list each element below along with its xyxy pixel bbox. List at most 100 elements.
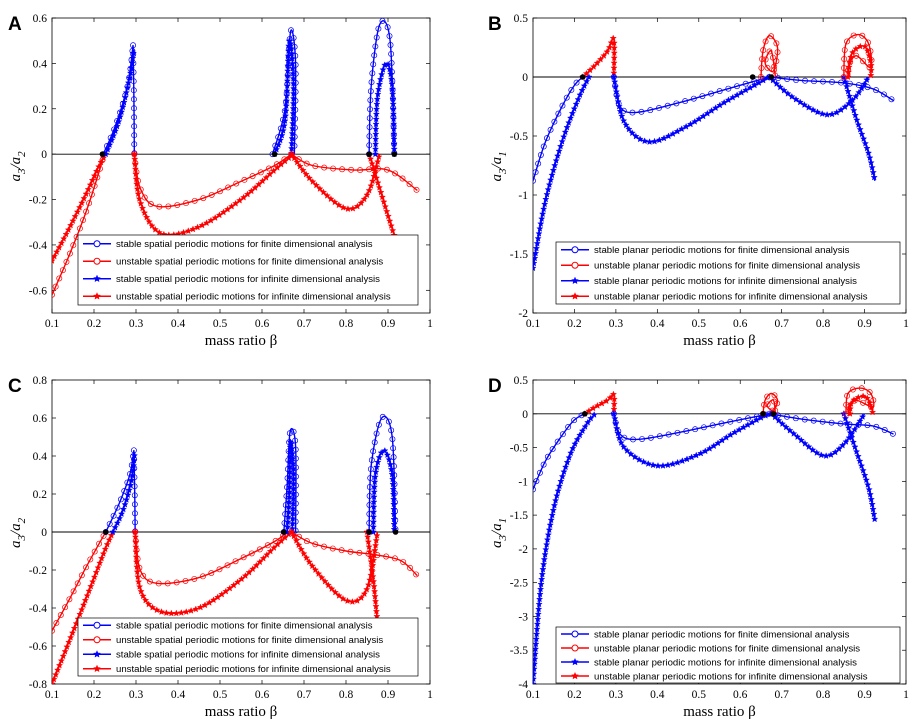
- chart-c-series-marker: [388, 427, 395, 434]
- chart-a-series-marker: [288, 59, 297, 67]
- chart-d-series-1: [533, 411, 598, 684]
- chart-d-series-marker: [864, 481, 872, 488]
- chart-a-series-marker: [83, 208, 90, 215]
- chart-c-legend-entry: stable spatial periodic motions for infi…: [83, 650, 380, 661]
- chart-a-series-marker: [283, 92, 291, 99]
- chart-a-xtick-label: 0.4: [171, 318, 186, 330]
- chart-c-series-marker: [134, 573, 142, 580]
- chart-b-series-marker: [610, 59, 618, 67]
- chart-b-series-marker: [585, 73, 593, 81]
- chart-c-series-marker: [373, 463, 381, 471]
- chart-b-series-marker: [855, 88, 863, 96]
- chart-d-series-marker: [867, 495, 875, 503]
- chart-c-series-marker: [53, 619, 60, 626]
- chart-d-series-marker: [839, 441, 847, 449]
- chart-c-series-marker: [118, 510, 126, 517]
- chart-b-series-1: [533, 73, 593, 272]
- chart-a-series-marker: [379, 18, 386, 24]
- chart-a-series-marker: [321, 164, 328, 171]
- chart-d-series-marker: [615, 434, 623, 442]
- chart-d-series-marker: [606, 394, 614, 401]
- chart-b-series-marker: [784, 89, 792, 97]
- chart-c-series-marker: [256, 558, 264, 566]
- chart-c-series-marker: [369, 523, 377, 531]
- chart-a-series-marker: [374, 179, 382, 186]
- chart-c-series-marker: [137, 587, 145, 595]
- chart-a-series-marker: [66, 250, 73, 257]
- chart-c-series-marker: [363, 585, 371, 593]
- chart-b-series-marker: [580, 82, 588, 89]
- chart-b-series-marker: [868, 163, 876, 171]
- chart-c-xtick-label: 0.4: [171, 689, 186, 701]
- chart-b-series-marker: [845, 68, 853, 76]
- chart-b-series-marker: [844, 38, 850, 45]
- chart-d-series-marker: [866, 399, 874, 406]
- chart-d-ylabel-sub1: 3: [497, 535, 509, 542]
- chart-b-series-marker: [552, 156, 560, 164]
- chart-b-series-5: [757, 33, 781, 80]
- chart-c-series-marker: [390, 505, 398, 513]
- chart-b-series-marker: [628, 129, 636, 137]
- chart-a-series-marker: [378, 70, 386, 78]
- chart-c-series-marker: [57, 657, 65, 664]
- chart-a-series-marker: [389, 100, 397, 108]
- chart-c-series-marker: [389, 436, 396, 443]
- chart-a-series-marker: [133, 185, 141, 193]
- chart-d-series-marker: [778, 420, 786, 427]
- chart-b-series-marker: [559, 102, 566, 109]
- chart-a-series-marker: [374, 90, 382, 98]
- chart-b-series-marker: [873, 87, 880, 94]
- chart-a-series-marker: [130, 150, 138, 158]
- chart-c-series-marker: [335, 592, 343, 599]
- chart-d-legend-entry: stable planar periodic motions for infin…: [561, 657, 857, 668]
- chart-b-series-marker: [828, 110, 836, 118]
- chart-c-series-marker: [182, 608, 190, 615]
- chart-b-series-marker: [533, 254, 539, 262]
- chart-c-series-marker: [70, 624, 78, 632]
- chart-b-series-marker: [544, 185, 552, 193]
- chart-a-series-marker: [194, 223, 202, 231]
- chart-d-series-marker: [757, 414, 765, 421]
- chart-a-series-marker: [335, 201, 343, 209]
- chart-a-series-marker: [387, 222, 395, 229]
- chart-c-series-marker: [369, 577, 378, 585]
- chart-c-series-marker: [343, 597, 352, 604]
- chart-a-series-marker: [389, 226, 397, 234]
- chart-a-series-marker: [207, 216, 215, 224]
- chart-c-series-marker: [308, 562, 316, 570]
- chart-c-series-marker: [305, 558, 313, 566]
- chart-b-series-marker: [539, 210, 547, 218]
- chart-a-series-marker: [108, 136, 116, 144]
- chart-c-series-marker: [390, 510, 398, 518]
- chart-a-series-marker: [372, 43, 379, 50]
- chart-b-series-marker: [784, 76, 791, 83]
- chart-b-series-marker: [558, 137, 566, 145]
- chart-a-series-marker: [413, 186, 420, 193]
- chart-a-series-marker: [155, 228, 163, 236]
- chart-a-series-marker: [386, 217, 394, 225]
- chart-a-ylabel-sep: /a: [8, 157, 24, 170]
- chart-c-series-marker: [289, 504, 297, 512]
- chart-c-series-marker: [124, 491, 132, 499]
- chart-b-series-marker: [535, 229, 543, 237]
- chart-a-series-marker: [141, 194, 148, 201]
- chart-c-series-9: [288, 529, 420, 578]
- chart-d-xtick-label: 0.7: [774, 689, 789, 701]
- chart-c-series-marker: [365, 543, 373, 550]
- chart-c-series-marker: [264, 542, 271, 549]
- chart-b-series-marker: [533, 264, 537, 272]
- chart-a-series-marker: [383, 207, 391, 215]
- chart-b-series-marker: [768, 33, 775, 40]
- chart-b-series-marker: [664, 102, 671, 109]
- chart-d-series-marker: [649, 461, 657, 469]
- chart-d-series-marker: [612, 419, 620, 427]
- chart-c-legend-box: [77, 617, 419, 677]
- chart-a-series-marker: [372, 120, 380, 128]
- chart-d-xtick-label: 0.9: [857, 689, 872, 701]
- chart-a-series-marker: [288, 49, 296, 57]
- chart-b-series-marker: [861, 139, 869, 147]
- chart-d-series-marker: [775, 416, 783, 424]
- chart-d-series-marker: [540, 461, 547, 468]
- chart-a-series-marker: [289, 94, 298, 102]
- chart-a-series-marker: [289, 114, 297, 122]
